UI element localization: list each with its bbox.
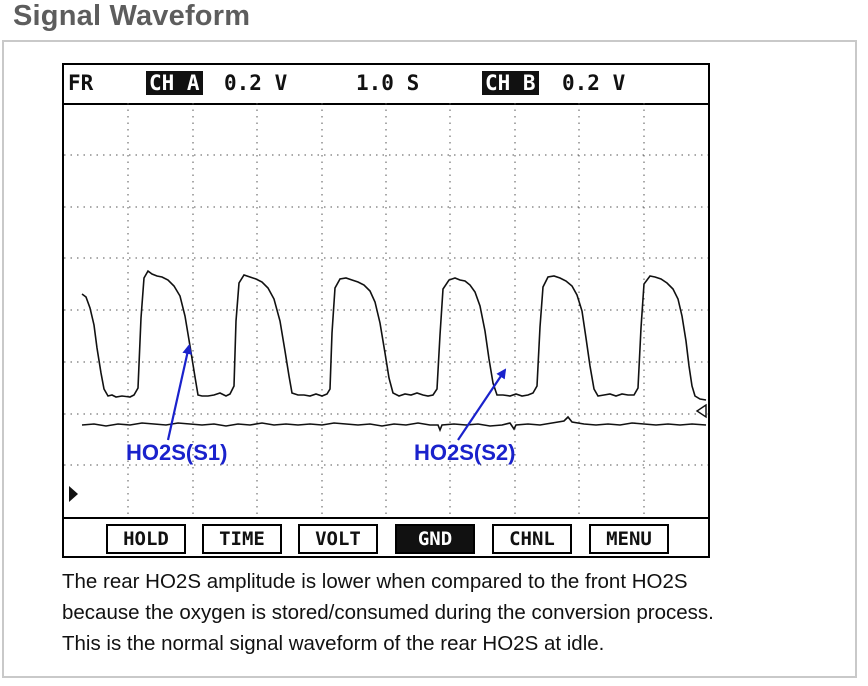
page-heading: Signal Waveform — [13, 0, 251, 32]
softkey-time[interactable]: TIME — [202, 524, 282, 554]
softkey-bar: HOLD TIME VOLT GND CHNL MENU — [64, 517, 708, 558]
mode-indicator: FR — [68, 71, 94, 95]
s1-arrow — [166, 344, 193, 441]
caption-line-1: The rear HO2S amplitude is lower when co… — [62, 570, 688, 593]
channel-b-tag: CH B — [482, 71, 539, 95]
channel-b-scale: 0.2 V — [562, 71, 626, 95]
front-ho2s-waveform — [81, 269, 707, 401]
rear-ho2s-waveform — [81, 415, 707, 433]
ho2s-s2-label: HO2S(S2) — [414, 440, 516, 465]
oscilloscope-screen: FR CH A 0.2 V 1.0 S CH B 0.2 V HOLD TIME… — [62, 63, 710, 558]
triangle-left-icon — [695, 403, 707, 419]
triangle-right-icon — [69, 486, 78, 502]
channel-a-tag: CH A — [146, 71, 203, 95]
scope-status-bar: FR CH A 0.2 V 1.0 S CH B 0.2 V — [64, 65, 708, 105]
softkey-gnd[interactable]: GND — [395, 524, 475, 554]
content-frame — [2, 40, 857, 678]
plot-grid — [64, 103, 708, 517]
time-scale: 1.0 S — [356, 71, 420, 95]
caption-line-3: This is the normal signal waveform of th… — [62, 632, 605, 655]
softkey-hold[interactable]: HOLD — [106, 524, 186, 554]
softkey-volt[interactable]: VOLT — [298, 524, 378, 554]
channel-a-scale: 0.2 V — [224, 71, 288, 95]
softkey-menu[interactable]: MENU — [589, 524, 669, 554]
caption-line-2: because the oxygen is stored/consumed du… — [62, 601, 714, 624]
ho2s-s1-label: HO2S(S1) — [126, 440, 228, 465]
softkey-chnl[interactable]: CHNL — [492, 524, 572, 554]
waveform-plot — [64, 103, 708, 517]
caption-text: The rear HO2S amplitude is lower when co… — [62, 566, 852, 659]
s2-arrow — [457, 368, 507, 441]
